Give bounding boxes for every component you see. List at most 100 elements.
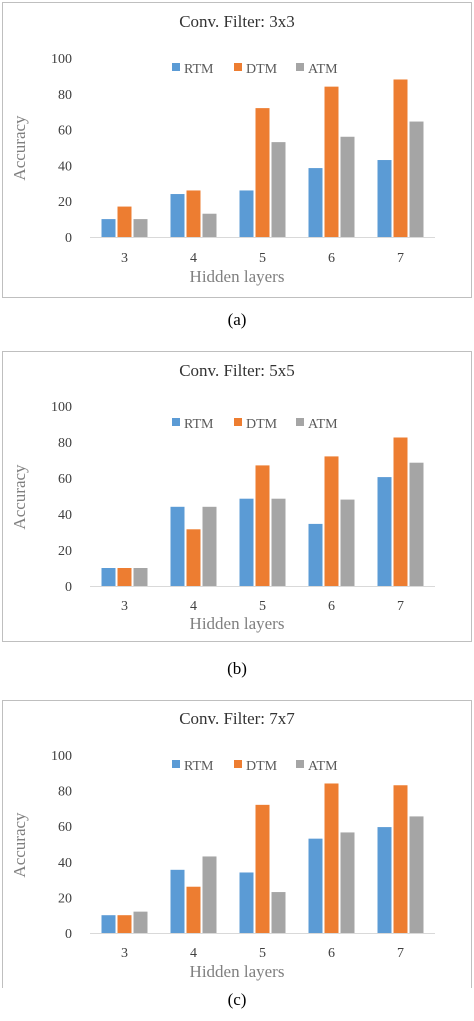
bar-dtm-6 [324, 86, 339, 237]
bar-dtm-3 [117, 206, 132, 237]
legend-swatch-atm [296, 418, 304, 426]
bar-rtm-7 [377, 477, 392, 586]
x-tick-label: 6 [328, 599, 335, 614]
legend-label-rtm: RTM [184, 759, 214, 774]
y-tick-label: 60 [58, 472, 72, 487]
chart-panel-c: Conv. Filter: 7x7 Accuracy 0 20 40 60 80 100 3 4 5… [0, 698, 474, 1021]
bar-dtm-5 [255, 108, 270, 238]
legend-swatch-dtm [234, 760, 242, 768]
bar-dtm-6 [324, 456, 339, 586]
bar-atm-3 [133, 911, 148, 933]
x-tick-label: 5 [259, 946, 266, 961]
bar-atm-4 [202, 213, 217, 237]
y-tick-label: 40 [58, 856, 72, 871]
bar-atm-5 [271, 142, 286, 237]
y-axis-label: Accuracy [10, 115, 29, 181]
y-tick-label: 20 [58, 891, 72, 906]
y-tick-label: 20 [58, 195, 72, 210]
bar-atm-5 [271, 498, 286, 586]
bar-atm-3 [133, 568, 148, 586]
bar-atm-7 [409, 462, 424, 586]
bar-rtm-5 [239, 498, 254, 586]
y-tick-label: 40 [58, 508, 72, 523]
chart-frame [2, 700, 472, 988]
chart-title: Conv. Filter: 3x3 [179, 12, 295, 31]
legend-label-atm: ATM [308, 759, 338, 774]
bar-rtm-4 [170, 869, 185, 933]
chart-panel-b: Conv. Filter: 5x5 Accuracy 0 20 40 60 80 100 3 4 5… [0, 349, 474, 689]
bar-rtm-7 [377, 160, 392, 237]
chart-title: Conv. Filter: 5x5 [179, 361, 295, 380]
legend-swatch-rtm [172, 63, 180, 71]
legend-label-atm: ATM [308, 417, 338, 432]
x-tick-label: 4 [190, 946, 197, 961]
bar-dtm-6 [324, 783, 339, 933]
bar-rtm-4 [170, 506, 185, 586]
chart-panel-a: Conv. Filter: 3x3 Accuracy 0 20 40 60 80 100 3 4 5… [0, 0, 474, 340]
bar-rtm-3 [101, 219, 116, 237]
bar-atm-6 [340, 499, 355, 586]
bar-rtm-7 [377, 827, 392, 933]
y-axis-label: Accuracy [10, 812, 29, 878]
legend-label-atm: ATM [308, 62, 338, 77]
legend-swatch-atm [296, 63, 304, 71]
y-tick-label: 0 [65, 580, 72, 595]
bar-rtm-6 [308, 838, 323, 933]
bar-dtm-7 [393, 79, 408, 237]
chart-frame [2, 2, 472, 298]
x-axis-label: Hidden layers [190, 267, 285, 286]
bar-rtm-6 [308, 168, 323, 237]
legend-label-dtm: DTM [246, 62, 278, 77]
x-tick-label: 4 [190, 251, 197, 266]
x-tick-label: 3 [121, 946, 128, 961]
x-tick-label: 4 [190, 599, 197, 614]
bar-atm-6 [340, 832, 355, 933]
bar-rtm-4 [170, 194, 185, 237]
y-tick-label: 60 [58, 124, 72, 139]
x-axis-label: Hidden layers [190, 614, 285, 633]
y-tick-label: 0 [65, 927, 72, 942]
bar-dtm-5 [255, 804, 270, 933]
bar-atm-7 [409, 816, 424, 933]
caption-b: (b) [227, 659, 247, 678]
legend-swatch-dtm [234, 418, 242, 426]
chart-c: Conv. Filter: 7x7 Accuracy 0 20 40 60 80 100 3 4 5… [2, 700, 472, 988]
chart-b: Conv. Filter: 5x5 Accuracy 0 20 40 60 80 100 3 4 5… [2, 351, 472, 642]
legend-swatch-atm [296, 760, 304, 768]
bar-dtm-3 [117, 568, 132, 586]
bar-atm-7 [409, 121, 424, 237]
bar-atm-6 [340, 136, 355, 237]
x-tick-label: 3 [121, 599, 128, 614]
chart-title: Conv. Filter: 7x7 [179, 709, 295, 728]
y-tick-label: 100 [51, 52, 72, 67]
y-tick-label: 20 [58, 544, 72, 559]
bar-rtm-5 [239, 190, 254, 237]
x-tick-label: 7 [397, 251, 404, 266]
x-tick-label: 6 [328, 251, 335, 266]
x-tick-label: 3 [121, 251, 128, 266]
bar-dtm-4 [186, 529, 201, 586]
legend-swatch-rtm [172, 418, 180, 426]
y-tick-label: 100 [51, 749, 72, 764]
y-tick-label: 100 [51, 400, 72, 415]
bar-atm-4 [202, 856, 217, 933]
legend-label-dtm: DTM [246, 417, 278, 432]
y-tick-label: 0 [65, 231, 72, 246]
x-tick-label: 6 [328, 946, 335, 961]
bar-dtm-3 [117, 915, 132, 933]
chart-frame [2, 351, 472, 642]
x-tick-label: 5 [259, 599, 266, 614]
bar-rtm-6 [308, 523, 323, 586]
bar-rtm-3 [101, 915, 116, 933]
bar-dtm-7 [393, 437, 408, 586]
legend-label-rtm: RTM [184, 62, 214, 77]
legend-swatch-rtm [172, 760, 180, 768]
chart-a: Conv. Filter: 3x3 Accuracy 0 20 40 60 80 100 3 4 5… [2, 2, 472, 298]
legend-swatch-dtm [234, 63, 242, 71]
x-tick-label: 7 [397, 599, 404, 614]
bar-dtm-5 [255, 465, 270, 586]
bar-atm-3 [133, 219, 148, 237]
bar-atm-5 [271, 892, 286, 933]
y-tick-label: 80 [58, 436, 72, 451]
bar-rtm-3 [101, 568, 116, 586]
